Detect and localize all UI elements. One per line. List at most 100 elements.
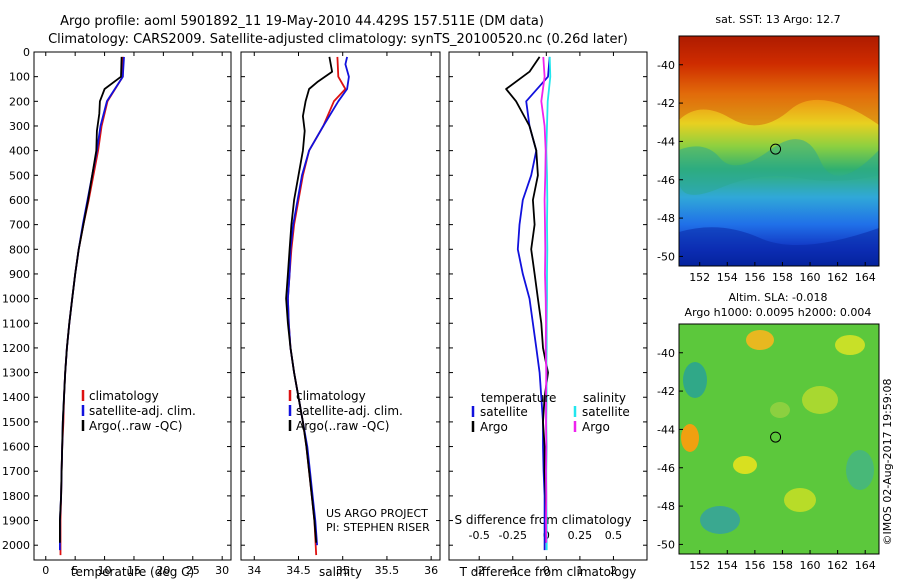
map-y-tick-label: -44 bbox=[657, 135, 675, 148]
annotation-text: PI: STEPHEN RISER bbox=[326, 521, 430, 534]
x-tick-label: 15 bbox=[127, 564, 141, 577]
map-x-tick-label: 162 bbox=[827, 559, 848, 572]
legend-header: temperature bbox=[481, 391, 556, 405]
series-line bbox=[287, 56, 347, 556]
map-x-tick-label: 160 bbox=[800, 559, 821, 572]
x-tick-label: 0 bbox=[42, 564, 49, 577]
difference-panel: -2 -1 0 1 2T difference from climatology -0.5… bbox=[448, 51, 648, 579]
legend-label: Argo(..raw -QC) bbox=[296, 419, 389, 433]
map-x-tick-label: 154 bbox=[717, 271, 738, 284]
x2-axis-label: S difference from climatology bbox=[455, 513, 632, 527]
temperature-panel: 0 5 10 15 20 25 30 temperature (deg C) 0 100 200 30… bbox=[2, 46, 232, 579]
title-line-2: Climatology: CARS2009. Satellite-adjuste… bbox=[48, 32, 628, 47]
y-tick-label: 1500 bbox=[2, 416, 30, 429]
x-tick-label: 10 bbox=[98, 564, 112, 577]
sla-argo-location-marker bbox=[770, 431, 782, 443]
map-y-tick-label: -46 bbox=[657, 462, 675, 475]
sst-cold-band bbox=[679, 227, 879, 266]
y-tick-label: 600 bbox=[9, 194, 30, 207]
y-tick-label: 200 bbox=[9, 95, 30, 108]
map-y-tick-label: -40 bbox=[657, 59, 675, 72]
y-tick-label: 1300 bbox=[2, 367, 30, 380]
y-tick-label: 300 bbox=[9, 120, 30, 133]
legend-label: climatology bbox=[89, 389, 159, 403]
map-x-tick-label: 162 bbox=[827, 271, 848, 284]
legend-label: Argo(..raw -QC) bbox=[89, 419, 182, 433]
sst-map-axes: 152 154 156 158 160 162 164 -40 -42 -44 -46 -48 -50 bbox=[657, 59, 876, 284]
series-line bbox=[505, 56, 549, 543]
sla-map-title-2: Argo h1000: 0.0095 h2000: 0.004 bbox=[685, 306, 872, 319]
y-tick-label: 1100 bbox=[2, 317, 30, 330]
y-tick-label: 1200 bbox=[2, 342, 30, 355]
map-x-tick-label: 164 bbox=[855, 271, 876, 284]
map-x-tick-label: 154 bbox=[717, 559, 738, 572]
map-x-tick-label: 160 bbox=[800, 271, 821, 284]
sla-map-title-1: Altim. SLA: -0.018 bbox=[728, 291, 827, 304]
x-tick-label: 34 bbox=[247, 564, 261, 577]
annotation-text: US ARGO PROJECT bbox=[326, 507, 428, 520]
map-y-tick-label: -42 bbox=[657, 385, 675, 398]
legend-label: satellite bbox=[480, 405, 528, 419]
y-tick-label: 100 bbox=[9, 71, 30, 84]
map-x-tick-label: 152 bbox=[689, 271, 710, 284]
title-line-1: Argo profile: aoml 5901892_11 19-May-201… bbox=[60, 14, 544, 29]
x-tick-label: 20 bbox=[156, 564, 170, 577]
sla-map-frame bbox=[678, 323, 880, 555]
x2-tick-label: 0.5 bbox=[605, 529, 623, 542]
y-tick-label: 400 bbox=[9, 145, 30, 158]
map-y-tick-label: -48 bbox=[657, 500, 675, 513]
map-x-tick-label: 156 bbox=[744, 559, 765, 572]
x-tick-label: 5 bbox=[72, 564, 79, 577]
x-axis-label: T difference from climatology bbox=[459, 565, 637, 579]
series-line bbox=[59, 56, 124, 556]
sla-map: Altim. SLA: -0.018 Argo h1000: 0.0095 h2… bbox=[657, 291, 880, 572]
map-y-tick-label: -50 bbox=[657, 538, 675, 551]
x-tick-label: 35.5 bbox=[375, 564, 400, 577]
sla-eddy bbox=[802, 386, 838, 414]
y-tick-label: 0 bbox=[23, 46, 30, 59]
series-line bbox=[59, 56, 123, 543]
y-tick-label: 1000 bbox=[2, 293, 30, 306]
x-tick-label: 2 bbox=[610, 564, 617, 577]
map-y-tick-label: -50 bbox=[657, 250, 675, 263]
map-y-tick-label: -48 bbox=[657, 212, 675, 225]
sla-eddy bbox=[846, 450, 874, 490]
sla-eddy bbox=[733, 456, 757, 474]
y-tick-label: 900 bbox=[9, 268, 30, 281]
y-tick-label: 800 bbox=[9, 243, 30, 256]
series-line bbox=[59, 56, 125, 551]
map-x-tick-label: 158 bbox=[772, 271, 793, 284]
legend-label: Argo bbox=[582, 420, 610, 434]
sla-eddy bbox=[770, 402, 790, 418]
plot-frame bbox=[33, 51, 232, 561]
legend-label: climatology bbox=[296, 389, 366, 403]
sla-eddy bbox=[746, 330, 774, 350]
legend-label: Argo bbox=[480, 420, 508, 434]
map-y-tick-label: -46 bbox=[657, 174, 675, 187]
y-tick-label: 500 bbox=[9, 169, 30, 182]
y-tick-label: 1900 bbox=[2, 515, 30, 528]
x-tick-label: 36 bbox=[424, 564, 438, 577]
x-tick-label: -2 bbox=[474, 564, 485, 577]
map-x-tick-label: 152 bbox=[689, 559, 710, 572]
x-tick-label: -1 bbox=[507, 564, 518, 577]
sla-eddy bbox=[835, 335, 865, 355]
x-axis-label: temperature (deg C) bbox=[71, 565, 194, 579]
sla-eddy bbox=[681, 424, 699, 452]
map-x-tick-label: 156 bbox=[744, 271, 765, 284]
sla-eddy bbox=[700, 506, 740, 534]
x-tick-label: 30 bbox=[215, 564, 229, 577]
map-x-tick-label: 164 bbox=[855, 559, 876, 572]
x-tick-label: 35 bbox=[336, 564, 350, 577]
legend-header: salinity bbox=[583, 391, 626, 405]
series-line bbox=[287, 56, 350, 546]
sst-map-title: sat. SST: 13 Argo: 12.7 bbox=[715, 13, 840, 26]
series-line bbox=[540, 56, 548, 543]
sst-argo-location-marker bbox=[770, 143, 782, 155]
x-tick-label: 1 bbox=[576, 564, 583, 577]
y-tick-label: 700 bbox=[9, 219, 30, 232]
x-tick-label: 25 bbox=[186, 564, 200, 577]
plot-frame bbox=[448, 51, 648, 561]
map-x-tick-label: 158 bbox=[772, 559, 793, 572]
